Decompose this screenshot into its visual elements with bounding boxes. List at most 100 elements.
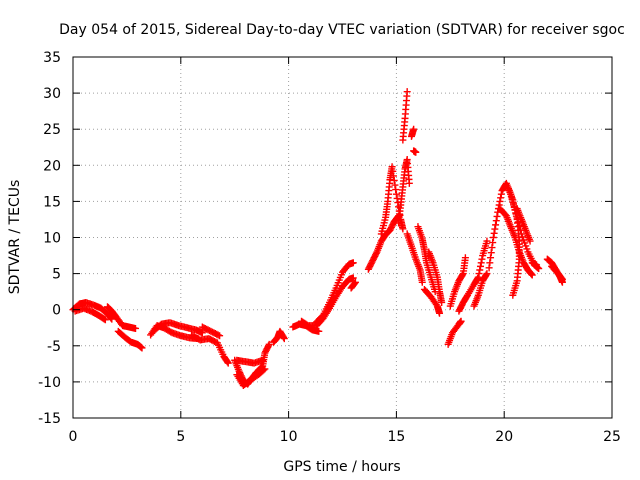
data-point-marker bbox=[488, 244, 496, 252]
data-point-marker bbox=[457, 317, 465, 325]
data-point-marker bbox=[389, 167, 397, 175]
series-track-ad bbox=[470, 270, 491, 310]
data-point-marker bbox=[535, 265, 543, 273]
data-point-marker bbox=[558, 275, 566, 283]
y-tick-label: 10 bbox=[43, 231, 61, 247]
series-track-ag bbox=[505, 184, 523, 299]
data-point-marker bbox=[510, 199, 518, 207]
series-track-aa bbox=[444, 317, 465, 348]
y-tick-label: 30 bbox=[43, 86, 61, 102]
data-point-marker bbox=[492, 217, 500, 225]
y-tick-label: 25 bbox=[43, 122, 61, 138]
series-track-ak bbox=[548, 262, 566, 283]
data-point-marker bbox=[438, 298, 446, 306]
data-point-marker bbox=[474, 273, 482, 281]
data-point-marker bbox=[497, 190, 505, 198]
series-track-n bbox=[298, 274, 357, 330]
series-track-q bbox=[364, 212, 403, 273]
data-point-marker bbox=[489, 234, 497, 241]
series-track-p bbox=[347, 278, 359, 292]
series-track-ai bbox=[528, 259, 541, 269]
data-point-marker bbox=[392, 186, 400, 194]
series-track-l bbox=[270, 327, 288, 346]
data-point-marker bbox=[477, 259, 485, 267]
data-point-marker bbox=[487, 249, 495, 257]
data-point-marker bbox=[216, 332, 224, 340]
series-track-ah bbox=[513, 205, 534, 245]
data-point-marker bbox=[280, 333, 288, 341]
data-point-marker bbox=[476, 262, 484, 270]
data-point-marker bbox=[403, 88, 411, 96]
series-track-y bbox=[425, 248, 446, 306]
y-tick-label: -10 bbox=[38, 375, 61, 391]
data-point-marker bbox=[459, 271, 467, 279]
data-point-marker bbox=[533, 261, 541, 269]
data-point-marker bbox=[405, 179, 413, 187]
series-track-t bbox=[399, 88, 411, 144]
y-tick-label: 15 bbox=[43, 194, 61, 210]
x-tick-label: 15 bbox=[387, 429, 405, 445]
data-point-marker bbox=[558, 274, 566, 282]
data-point-marker bbox=[349, 274, 357, 282]
data-point-marker bbox=[224, 359, 232, 367]
data-point-marker bbox=[259, 356, 267, 364]
data-point-marker bbox=[482, 271, 490, 279]
series-track-w bbox=[403, 230, 426, 286]
data-point-marker bbox=[100, 315, 108, 323]
data-point-marker bbox=[492, 221, 500, 229]
series-track-ac bbox=[455, 237, 491, 315]
data-point-marker bbox=[497, 194, 505, 202]
data-point-marker bbox=[260, 366, 268, 374]
y-tick-label: -15 bbox=[38, 411, 61, 427]
data-point-marker bbox=[138, 344, 146, 352]
axis-tick-labels: 0 5 10 15 20 25 -15 -10 -5 0 5 10 15 20 25 30 35 bbox=[38, 50, 621, 445]
series-track-v bbox=[410, 147, 420, 156]
data-point-marker bbox=[280, 335, 288, 343]
data-point-marker bbox=[390, 172, 398, 180]
data-point-marker bbox=[526, 237, 534, 245]
data-point-marker bbox=[487, 254, 495, 262]
x-tick-label: 0 bbox=[69, 429, 78, 445]
data-point-marker bbox=[486, 259, 494, 267]
x-tick-label: 10 bbox=[280, 429, 298, 445]
series-track-z bbox=[420, 285, 444, 317]
data-point-marker bbox=[418, 278, 426, 286]
data-point-marker bbox=[490, 229, 498, 237]
chart-title: Day 054 of 2015, Sidereal Day-to-day VTE… bbox=[59, 22, 625, 38]
data-point-marker bbox=[461, 254, 469, 262]
data-point-marker bbox=[491, 225, 499, 233]
data-point-marker bbox=[476, 266, 484, 274]
data-point-marker bbox=[101, 316, 109, 324]
x-tick-label: 25 bbox=[603, 429, 621, 445]
data-point-marker bbox=[391, 181, 399, 189]
y-tick-label: 20 bbox=[43, 158, 61, 174]
y-tick-label: -5 bbox=[47, 339, 61, 355]
data-point-marker bbox=[495, 201, 503, 209]
data-point-marker bbox=[412, 148, 420, 156]
data-point-marker bbox=[261, 365, 269, 373]
data-point-marker bbox=[410, 125, 418, 133]
data-point-marker bbox=[483, 270, 491, 278]
data-point-marker bbox=[265, 340, 273, 348]
y-tick-label: 35 bbox=[43, 50, 61, 66]
data-point-marker bbox=[351, 278, 359, 286]
series-track-af bbox=[496, 205, 536, 279]
data-points bbox=[69, 88, 566, 390]
data-point-marker bbox=[485, 264, 493, 272]
data-point-marker bbox=[390, 176, 398, 184]
data-point-marker bbox=[474, 274, 482, 282]
data-point-marker bbox=[214, 331, 222, 339]
data-point-marker bbox=[132, 324, 140, 332]
data-point-marker bbox=[388, 163, 396, 171]
x-tick-label: 20 bbox=[495, 429, 513, 445]
series-track-u bbox=[407, 125, 418, 140]
series-track-x bbox=[414, 223, 439, 296]
data-point-marker bbox=[107, 314, 115, 322]
data-point-marker bbox=[235, 367, 243, 375]
y-tick-label: 5 bbox=[52, 267, 61, 283]
data-point-marker bbox=[315, 327, 323, 335]
gridlines bbox=[73, 57, 612, 418]
data-point-marker bbox=[489, 239, 497, 247]
series-track-c bbox=[103, 303, 140, 332]
data-point-marker bbox=[509, 196, 517, 204]
